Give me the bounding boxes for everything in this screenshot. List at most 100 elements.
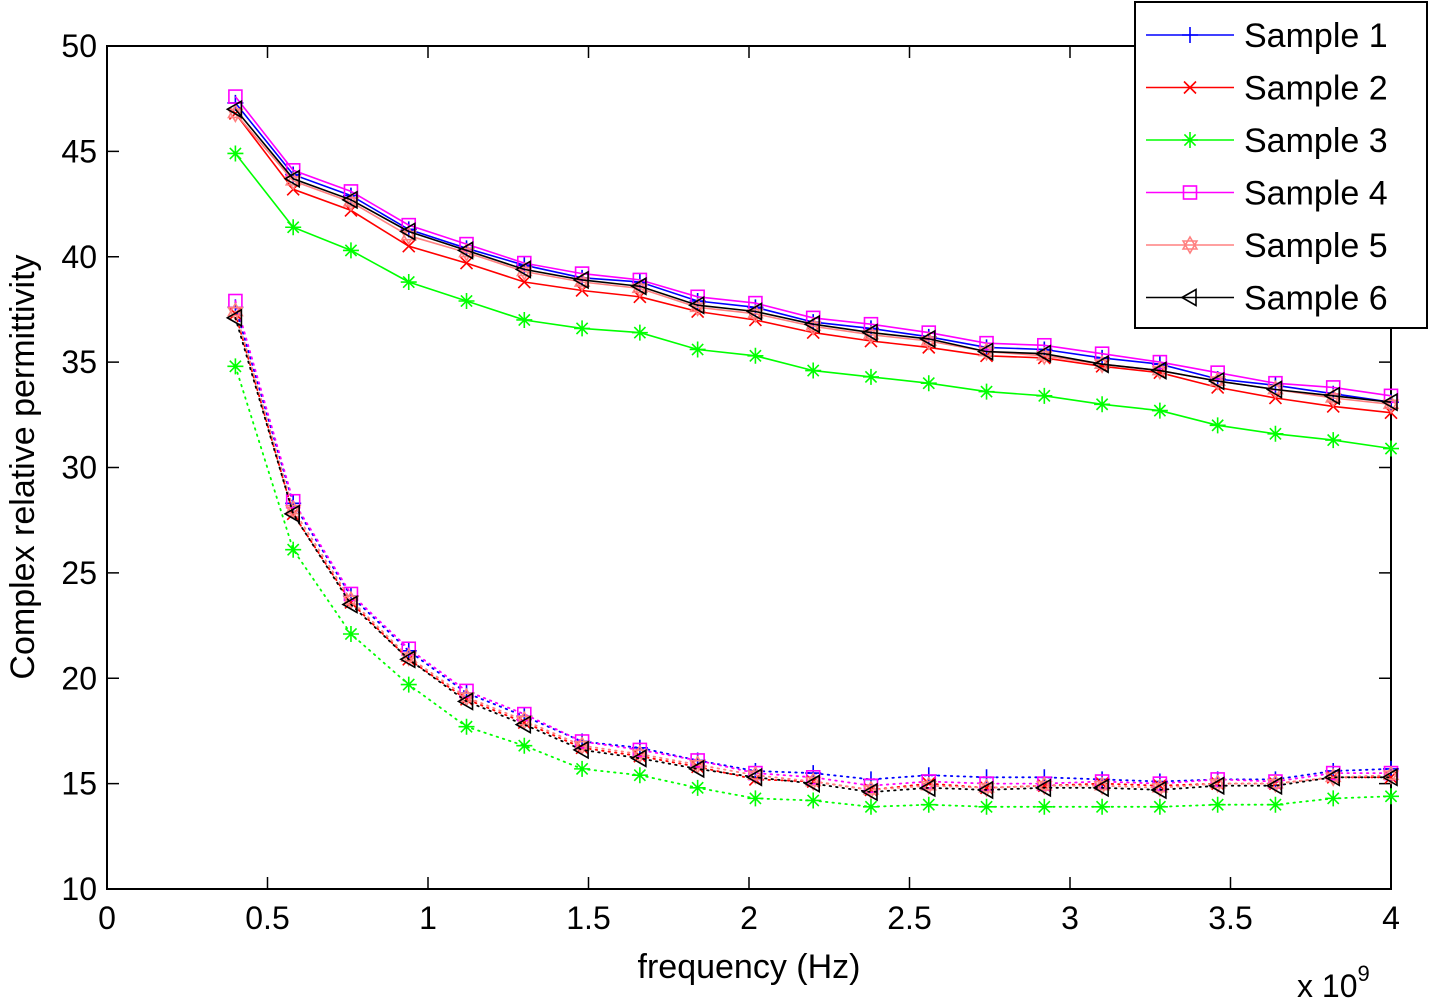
data-point-imag [745, 767, 763, 787]
data-point-real [1151, 402, 1168, 419]
series-3 [227, 145, 1399, 815]
data-point-real [1265, 380, 1283, 399]
legend-item: Sample 2 [1146, 70, 1388, 108]
data-point-real [919, 329, 936, 349]
data-point-imag [1034, 778, 1052, 798]
data-point-real [688, 295, 705, 315]
data-point-imag [747, 790, 764, 807]
data-point-imag [1151, 778, 1169, 798]
data-point-imag [458, 718, 475, 735]
data-point-real [631, 324, 648, 341]
x-tick-label: 1.5 [566, 900, 610, 936]
data-point-real [1383, 440, 1399, 457]
data-point-imag [283, 504, 300, 524]
y-tick-label: 50 [61, 28, 97, 64]
x-tick-label: 3.5 [1208, 900, 1252, 936]
data-point-real [1092, 354, 1109, 374]
legend-marker [1182, 132, 1198, 148]
data-point-real [747, 347, 764, 364]
series-layer [225, 89, 1400, 815]
x-tick-label: 4 [1382, 900, 1400, 936]
data-point-real [514, 260, 532, 279]
data-point-real [227, 145, 244, 162]
series-line-imag [234, 310, 1392, 791]
data-point-imag [978, 778, 995, 798]
data-point-imag [342, 625, 359, 642]
data-point-imag [631, 767, 648, 784]
x-tick-label: 3 [1061, 900, 1079, 936]
data-point-real [1150, 361, 1167, 380]
data-point-imag [516, 737, 533, 754]
data-point-imag [1093, 776, 1111, 796]
data-point-imag [574, 760, 591, 777]
data-point-imag [1150, 780, 1167, 800]
x-axis: 0 0.5 1 1.5 2 2.5 3 3.5 4 [98, 46, 1400, 936]
data-point-real [862, 368, 879, 385]
legend-item: Sample 5 [1146, 227, 1388, 265]
data-point-real [574, 320, 591, 337]
x-tick-label: 0.5 [245, 900, 289, 936]
x-tick-label: 1 [419, 900, 437, 936]
legend-label: Sample 2 [1244, 70, 1388, 108]
legend-marker [1180, 288, 1197, 307]
data-point-real [517, 275, 531, 289]
data-point-imag [399, 649, 416, 669]
legend-label: Sample 5 [1244, 227, 1388, 265]
data-point-real [228, 89, 243, 104]
legend-label: Sample 6 [1244, 280, 1388, 318]
x-tick-label: 2 [740, 900, 758, 936]
y-tick-label: 15 [61, 766, 97, 802]
data-point-imag [1265, 776, 1283, 796]
data-point-real [1209, 417, 1226, 434]
legend: Sample 1 Sample 2 Sample 3 Sample 4 Sample 5… [1134, 1, 1428, 329]
data-point-imag [1267, 796, 1284, 813]
data-point-imag [1209, 796, 1226, 813]
data-point-imag [688, 759, 705, 779]
data-point-imag [1036, 798, 1053, 815]
data-point-imag [1151, 798, 1168, 815]
data-point-imag [285, 541, 302, 558]
y-tick-label: 25 [61, 555, 97, 591]
y-axis: 10 15 20 25 30 35 40 45 50 [61, 28, 1391, 907]
data-point-imag [1381, 767, 1398, 787]
y-tick-label: 30 [61, 450, 97, 486]
y-tick-label: 40 [61, 239, 97, 275]
legend-marker [1182, 185, 1198, 200]
y-tick-label: 10 [61, 871, 97, 907]
legend-label: Sample 1 [1244, 17, 1388, 55]
data-point-imag [572, 740, 589, 760]
data-point-real [572, 270, 589, 290]
data-point-real [803, 314, 820, 334]
data-point-imag [861, 782, 878, 802]
data-point-imag [919, 778, 936, 798]
data-point-imag [1323, 767, 1341, 787]
data-point-imag [803, 774, 820, 794]
data-point-real [805, 362, 822, 379]
data-point-real [402, 239, 416, 253]
series-line-imag [234, 300, 1392, 787]
legend-box [1134, 1, 1428, 329]
data-point-real [978, 383, 995, 400]
data-point-real [1381, 392, 1398, 412]
x-tick-label: 0 [98, 900, 116, 936]
legend-label: Sample 4 [1244, 175, 1388, 213]
data-point-real [976, 342, 994, 361]
data-point-imag [920, 796, 937, 813]
data-point-imag [1094, 798, 1111, 815]
x-multiplier-prefix: x 10 [1297, 968, 1357, 1000]
legend-item: Sample 4 [1146, 175, 1388, 213]
legend-item: Sample 6 [1146, 280, 1388, 318]
series-6 [225, 99, 1398, 802]
data-point-real [399, 222, 416, 241]
data-point-imag [285, 493, 301, 509]
data-point-real [342, 242, 359, 259]
data-point-imag [227, 301, 244, 322]
data-point-imag [1325, 790, 1342, 807]
data-point-real [459, 256, 474, 270]
data-point-imag [1036, 776, 1053, 796]
data-point-real [225, 99, 243, 119]
data-point-imag [689, 779, 706, 796]
legend-item: Sample 1 [1146, 17, 1388, 55]
data-point-imag [225, 308, 243, 328]
